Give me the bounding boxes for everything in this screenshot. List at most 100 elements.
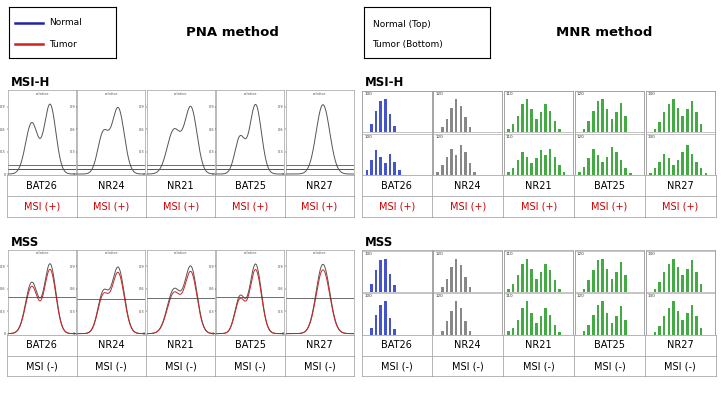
Text: BAT25: BAT25 — [594, 181, 625, 191]
Bar — [558, 332, 561, 335]
Text: Relative Value: Relative Value — [240, 336, 260, 340]
Bar — [512, 284, 515, 292]
Bar — [526, 99, 529, 133]
Bar — [375, 270, 377, 292]
Bar — [384, 301, 387, 335]
Bar — [620, 262, 623, 292]
Bar — [658, 162, 661, 175]
Text: NR27: NR27 — [667, 181, 693, 191]
Bar — [549, 148, 552, 175]
Text: PNA method: PNA method — [187, 26, 279, 39]
Bar — [677, 160, 680, 175]
Text: Relative Value: Relative Value — [171, 336, 191, 340]
Bar — [460, 106, 462, 133]
Text: relative: relative — [105, 251, 118, 255]
Bar — [450, 311, 453, 335]
Bar — [663, 112, 665, 133]
Bar — [393, 329, 396, 335]
Bar — [654, 168, 656, 175]
Text: 100: 100 — [364, 135, 372, 139]
Bar — [516, 160, 519, 175]
Bar — [539, 272, 542, 292]
Bar — [558, 129, 561, 133]
Bar — [539, 112, 542, 133]
Text: Tumor: Tumor — [49, 40, 77, 48]
Text: MSI-H: MSI-H — [11, 76, 50, 89]
Bar — [512, 124, 515, 133]
Bar — [389, 114, 391, 133]
Bar — [521, 104, 523, 133]
Text: 130: 130 — [648, 135, 656, 139]
Bar — [583, 129, 586, 133]
Text: MSI (-): MSI (-) — [381, 361, 413, 371]
Bar — [583, 289, 586, 292]
Bar — [663, 154, 665, 175]
Bar — [380, 260, 382, 292]
Bar — [460, 266, 462, 292]
Bar — [602, 259, 604, 292]
Bar — [592, 111, 594, 133]
Text: 110: 110 — [506, 92, 513, 96]
Text: MSI (-): MSI (-) — [234, 361, 266, 371]
Bar — [667, 158, 670, 175]
Bar — [469, 127, 471, 133]
Bar — [615, 272, 617, 292]
Text: 120: 120 — [577, 252, 585, 256]
Text: relative: relative — [244, 251, 257, 255]
Bar — [610, 147, 613, 175]
Bar — [615, 316, 617, 335]
Bar — [455, 99, 458, 133]
Bar — [681, 320, 684, 335]
Bar — [610, 119, 613, 133]
Text: MSI (-): MSI (-) — [95, 361, 127, 371]
Bar — [389, 318, 391, 335]
Text: Relative Value: Relative Value — [32, 336, 52, 340]
Text: MSI (+): MSI (+) — [521, 201, 557, 212]
Bar — [516, 116, 519, 133]
Text: relative: relative — [35, 251, 48, 255]
Bar — [554, 280, 556, 292]
Bar — [615, 152, 617, 175]
Bar — [380, 305, 382, 335]
Bar — [375, 150, 377, 175]
Bar — [625, 276, 627, 292]
Bar — [516, 320, 519, 335]
Bar — [625, 168, 627, 175]
Bar — [389, 154, 391, 175]
Bar — [554, 325, 556, 335]
Bar — [445, 119, 448, 133]
Bar — [370, 124, 373, 133]
Bar — [508, 331, 510, 335]
Bar — [512, 328, 515, 335]
Text: MSI (+): MSI (+) — [379, 201, 415, 212]
Bar — [596, 155, 599, 175]
Bar — [437, 172, 439, 175]
Text: relative: relative — [244, 92, 257, 96]
Bar — [531, 109, 533, 133]
Bar — [549, 111, 552, 133]
Text: NR24: NR24 — [455, 340, 481, 351]
Bar — [596, 260, 599, 292]
Bar — [654, 129, 656, 133]
Bar — [596, 305, 599, 335]
Text: MSI (+): MSI (+) — [24, 201, 60, 212]
Bar — [398, 170, 401, 175]
Text: MSI (+): MSI (+) — [591, 201, 628, 212]
Text: MSS: MSS — [365, 235, 393, 249]
Bar — [681, 276, 684, 292]
Bar — [535, 119, 538, 133]
Text: 100: 100 — [364, 252, 372, 256]
Bar — [700, 124, 703, 133]
Bar — [450, 108, 453, 133]
Bar — [469, 287, 471, 292]
Bar — [686, 269, 688, 292]
Bar — [441, 287, 444, 292]
Bar — [384, 99, 387, 133]
Text: 130: 130 — [648, 92, 656, 96]
Bar — [686, 313, 688, 335]
Bar — [464, 118, 467, 133]
Text: 130: 130 — [648, 295, 656, 299]
Bar — [696, 272, 698, 292]
Bar — [558, 165, 561, 175]
Bar — [441, 127, 444, 133]
